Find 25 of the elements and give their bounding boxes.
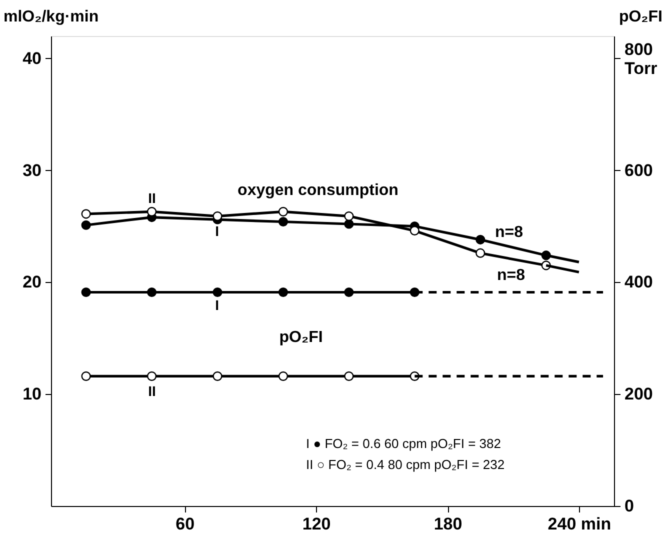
annotation: n=8 [496,267,526,284]
x-tick-label: 240 min [548,514,612,534]
annotation: I ● FO₂ = 0.6 60 cpm pO₂FI = 382 [306,436,501,451]
y-tick-label: 30 [22,160,42,180]
y2-tick-label: 800 Torr [624,40,658,78]
annotation: n=8 [494,224,524,241]
y2-tick-label: 400 [624,272,653,292]
x-tick-label: 60 [176,514,195,534]
annotation: pO₂FI [279,329,323,346]
y-axis-title: mlO₂/kg·min [4,8,99,26]
y2-tick-label: 200 [624,384,653,404]
y2-axis-title: pO₂FI [618,8,662,26]
annotation: oxygen consumption [238,182,398,199]
y-tick-label: 20 [22,272,42,292]
annotation: II [148,190,156,206]
annotation: I [215,297,219,313]
annotation: II [148,383,156,399]
x-tick-label: 120 [302,514,331,534]
annotation: I [215,223,219,239]
annotation: II ○ FO₂ = 0.4 80 cpm pO₂FI = 232 [306,457,505,472]
y2-tick-label: 600 [624,160,653,180]
x-tick-label: 180 [434,514,462,534]
y-tick-label: 10 [22,384,42,404]
y-tick-label: 40 [22,48,42,68]
y2-tick-label: 0 [624,496,634,516]
